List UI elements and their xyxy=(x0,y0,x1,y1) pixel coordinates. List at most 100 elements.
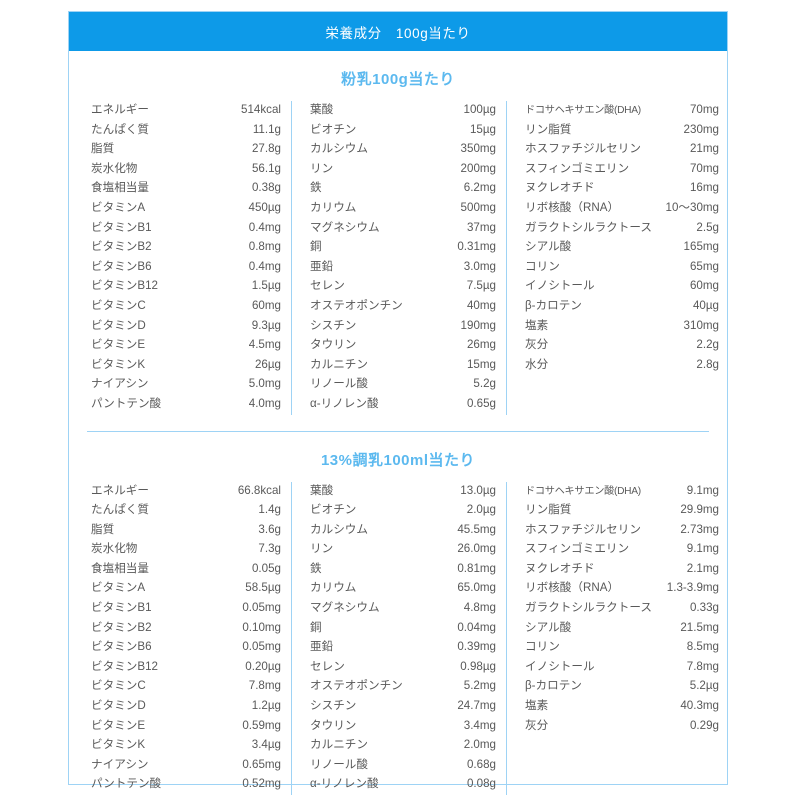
nutrient-label: セレン xyxy=(310,279,345,293)
nutrient-label: コリン xyxy=(525,259,560,273)
nutrient-label: スフィンゴミエリン xyxy=(525,542,630,556)
nutrient-row: リノール酸 5.2g xyxy=(310,375,496,395)
nutrient-value: 65mg xyxy=(689,259,719,273)
nutrient-value: 5.2mg xyxy=(463,679,496,693)
nutrient-label: マグネシウム xyxy=(310,220,380,234)
nutrient-label: ドコサヘキサエン酸(DHA) xyxy=(525,485,641,497)
nutrient-column-1: エネルギー 514kcal たんぱく質 11.1g 脂質 27.8g 炭水化物 56.1g 食塩… xyxy=(69,101,291,415)
nutrient-row: 亜鉛 0.39mg xyxy=(310,638,496,658)
nutrient-row: α-リノレン酸 0.08g xyxy=(310,775,496,795)
nutrient-value: 21mg xyxy=(689,142,719,156)
nutrient-value: 7.8mg xyxy=(248,679,281,693)
nutrient-value: 0.4mg xyxy=(248,259,281,273)
nutrient-row: リン 26.0mg xyxy=(310,540,496,560)
nutrient-value: 2.2g xyxy=(696,338,719,352)
nutrient-value: 2.5g xyxy=(696,220,719,234)
nutrient-value: 1.2µg xyxy=(251,699,281,713)
nutrient-label: ビオチン xyxy=(310,503,357,517)
nutrient-row: 食塩相当量 0.05g xyxy=(91,560,281,580)
nutrient-row: カルニチン 2.0mg xyxy=(310,736,496,756)
nutrient-value: 13.0µg xyxy=(460,483,496,497)
nutrient-value: 4.0mg xyxy=(248,396,281,410)
nutrient-columns: エネルギー 514kcal たんぱく質 11.1g 脂質 27.8g 炭水化物 56.1g 食塩… xyxy=(69,101,727,421)
nutrient-value: 3.0mg xyxy=(463,259,496,273)
nutrient-label: リン脂質 xyxy=(525,503,572,517)
nutrient-value: 1.3-3.9mg xyxy=(666,581,719,595)
nutrient-row: ビタミンA 450µg xyxy=(91,199,281,219)
nutrient-value: 230mg xyxy=(683,122,719,136)
nutrient-value: 26.0mg xyxy=(457,542,496,556)
nutrient-row: 鉄 0.81mg xyxy=(310,560,496,580)
nutrient-label: 水分 xyxy=(525,357,549,371)
nutrient-value: 0.65mg xyxy=(242,757,281,771)
nutrient-value: 1.5µg xyxy=(251,279,281,293)
nutrient-label: ナイアシン xyxy=(91,757,149,771)
nutrient-row: マグネシウム 4.8mg xyxy=(310,599,496,619)
nutrient-label: リボ核酸（RNA） xyxy=(525,581,620,595)
nutrition-card: 栄養成分 100g当たり 粉乳100g当たりエネルギー 514kcal たんぱく質 1… xyxy=(68,11,728,795)
nutrient-label: ビタミンB6 xyxy=(91,640,152,654)
nutrient-row: ナイアシン 0.65mg xyxy=(91,756,281,776)
nutrient-row: シスチン 24.7mg xyxy=(310,697,496,717)
nutrient-value: 4.8mg xyxy=(463,601,496,615)
nutrient-row: オステオポンチン 40mg xyxy=(310,297,496,317)
nutrient-value: 0.8mg xyxy=(248,240,281,254)
nutrient-value: 26mg xyxy=(466,338,496,352)
nutrient-label: シスチン xyxy=(310,699,357,713)
nutrient-label: ガラクトシルラクトース xyxy=(525,601,652,615)
nutrient-row: リン脂質 230mg xyxy=(525,121,719,141)
nutrient-columns: エネルギー 66.8kcal たんぱく質 1.4g 脂質 3.6g 炭水化物 7.3g 食塩相当… xyxy=(69,481,727,800)
nutrient-label: 脂質 xyxy=(91,522,115,536)
nutrient-value: 0.08g xyxy=(466,777,496,791)
nutrient-value: 70mg xyxy=(689,103,719,116)
nutrient-label: オステオポンチン xyxy=(310,298,403,312)
nutrient-row: β-カロテン 40µg xyxy=(525,297,719,317)
nutrient-value: 0.52mg xyxy=(242,777,281,791)
nutrient-value: 450µg xyxy=(248,200,281,214)
nutrient-label: ビタミンE xyxy=(91,338,146,352)
nutrient-label: ビタミンK xyxy=(91,738,146,752)
nutrient-label: シアル酸 xyxy=(525,240,572,254)
nutrient-label: マグネシウム xyxy=(310,601,380,615)
nutrient-column-3: ドコサヘキサエン酸(DHA) 70mg リン脂質 230mg ホスファチジルセリン 21m… xyxy=(506,101,727,415)
nutrient-value: 2.1mg xyxy=(686,561,719,575)
nutrient-value: 11.1g xyxy=(252,122,281,136)
nutrient-label: カリウム xyxy=(310,200,357,214)
nutrient-row: ビタミンB6 0.4mg xyxy=(91,258,281,278)
section-title: 粉乳100g当たり xyxy=(341,71,455,88)
nutrient-value: 60mg xyxy=(251,298,281,312)
nutrient-row: ビタミンB2 0.8mg xyxy=(91,238,281,258)
card-header: 栄養成分 100g当たり xyxy=(69,12,727,51)
nutrient-row: ビタミンB6 0.05mg xyxy=(91,638,281,658)
nutrient-row: ドコサヘキサエン酸(DHA) 9.1mg xyxy=(525,482,719,502)
nutrient-label: カリウム xyxy=(310,581,357,595)
nutrient-row: 食塩相当量 0.38g xyxy=(91,179,281,199)
nutrient-row: 灰分 0.29g xyxy=(525,717,719,737)
nutrient-value: 15mg xyxy=(466,357,496,371)
card-body: 粉乳100g当たりエネルギー 514kcal たんぱく質 11.1g 脂質 27.8g 炭水… xyxy=(69,51,727,800)
nutrient-value: 3.4µg xyxy=(251,738,281,752)
nutrient-label: エネルギー xyxy=(91,103,149,116)
nutrient-row: ヌクレオチド 2.1mg xyxy=(525,560,719,580)
nutrient-row: リン 200mg xyxy=(310,160,496,180)
nutrient-row: ビタミンA 58.5µg xyxy=(91,579,281,599)
nutrient-value: 3.6g xyxy=(258,522,281,536)
nutrient-label: コリン xyxy=(525,640,560,654)
nutrient-value: 0.38g xyxy=(251,181,281,195)
nutrient-label: パントテン酸 xyxy=(91,777,162,791)
nutrient-row: 水分 2.8g xyxy=(525,356,719,376)
nutrient-value: 0.4mg xyxy=(248,220,281,234)
nutrient-label: 亜鉛 xyxy=(310,259,334,273)
nutrient-label: 灰分 xyxy=(525,338,549,352)
nutrient-row: ビオチン 2.0µg xyxy=(310,501,496,521)
nutrient-value: 24.7mg xyxy=(457,699,496,713)
nutrient-row: イノシトール 60mg xyxy=(525,277,719,297)
nutrient-value: 2.73mg xyxy=(680,522,719,536)
nutrient-label: たんぱく質 xyxy=(91,503,149,517)
nutrient-label: 葉酸 xyxy=(310,103,334,116)
nutrient-label: ビタミンE xyxy=(91,718,146,732)
nutrient-row: リノール酸 0.68g xyxy=(310,756,496,776)
nutrient-row: ビタミンD 9.3µg xyxy=(91,317,281,337)
nutrient-label: 塩素 xyxy=(525,699,549,713)
nutrient-label: ビタミンC xyxy=(91,679,146,693)
